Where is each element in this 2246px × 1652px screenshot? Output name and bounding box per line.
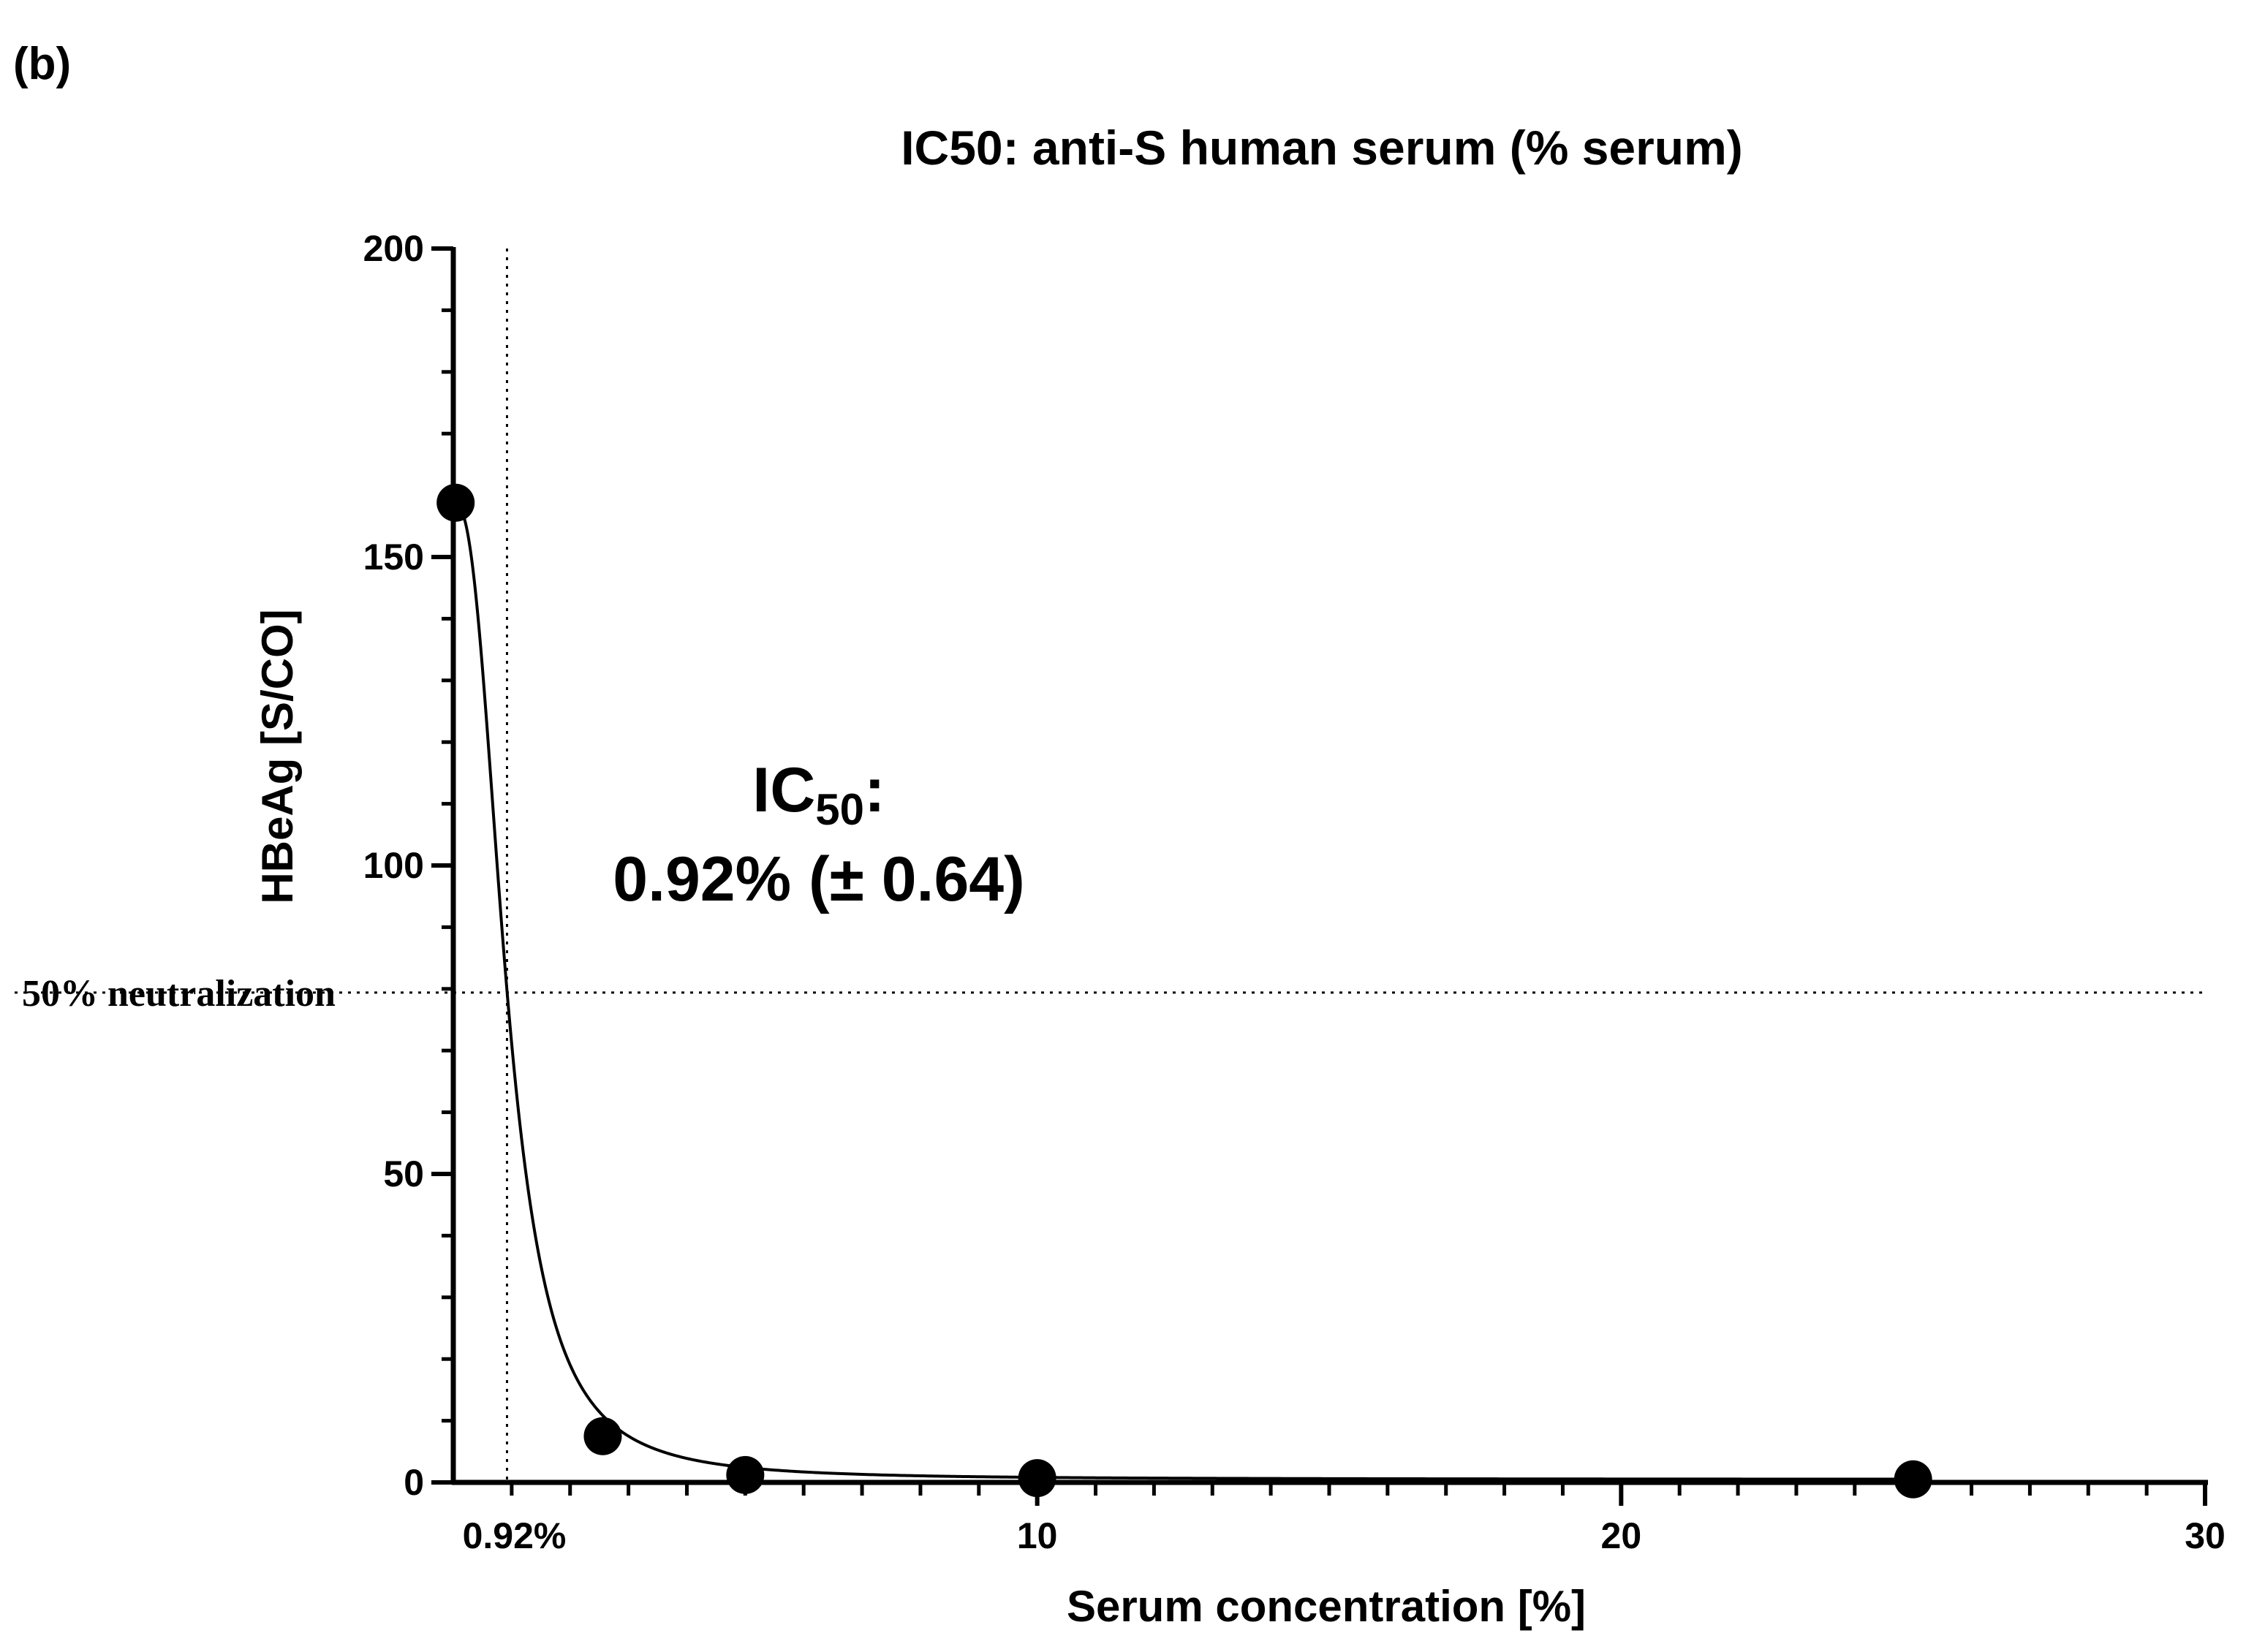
y-tick-label: 0	[404, 1462, 424, 1503]
data-points	[436, 483, 1932, 1498]
data-point	[1018, 1459, 1056, 1498]
fit-curve-layer	[455, 501, 1913, 1481]
chart-title: IC50: anti-S human serum (% serum)	[901, 121, 1743, 175]
y-tick-label: 50	[383, 1153, 424, 1194]
ic50-annotation-colon: :	[864, 755, 885, 825]
ic50-annotation-main: IC	[752, 755, 815, 825]
data-point	[726, 1455, 765, 1494]
ic50-x-label: 0.92%	[463, 1515, 567, 1556]
y-axis-label: HBeAg [S/CO]	[253, 609, 302, 903]
data-point	[583, 1417, 622, 1455]
x-tick-label: 30	[2185, 1515, 2226, 1556]
ic50-annotation-line1: IC50:	[752, 755, 885, 834]
x-axis-label: Serum concentration [%]	[1067, 1582, 1586, 1631]
data-point	[436, 483, 475, 522]
panel-label: (b)	[13, 39, 71, 89]
y-tick-label: 150	[363, 537, 424, 577]
data-point	[1894, 1460, 1932, 1498]
x-tick-label: 20	[1601, 1515, 1642, 1556]
reference-lines: 0.92% 50% neutralization	[15, 249, 2205, 1556]
ic50-annotation-line2: 0.92% (± 0.64)	[613, 844, 1025, 914]
y-tick-label: 100	[363, 845, 424, 886]
fit-curve	[455, 501, 1913, 1481]
neutralization-label: 50% neutralization	[22, 973, 336, 1015]
ic50-annotation-subscript: 50	[815, 785, 864, 834]
x-tick-label: 10	[1017, 1515, 1058, 1556]
y-tick-label: 200	[363, 228, 424, 269]
